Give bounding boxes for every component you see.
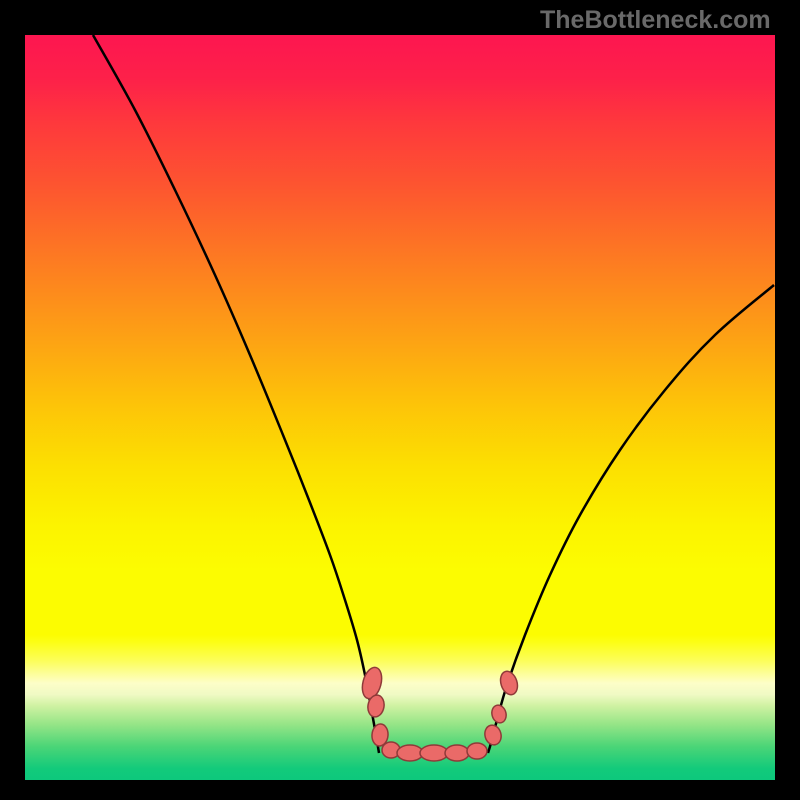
marker-point: [445, 745, 469, 761]
marker-point: [420, 745, 448, 761]
plot-area: [25, 35, 775, 780]
marker-point: [467, 743, 487, 759]
watermark-text: TheBottleneck.com: [540, 6, 771, 35]
chart-canvas: TheBottleneck.com: [0, 0, 800, 800]
marker-point: [397, 745, 423, 761]
